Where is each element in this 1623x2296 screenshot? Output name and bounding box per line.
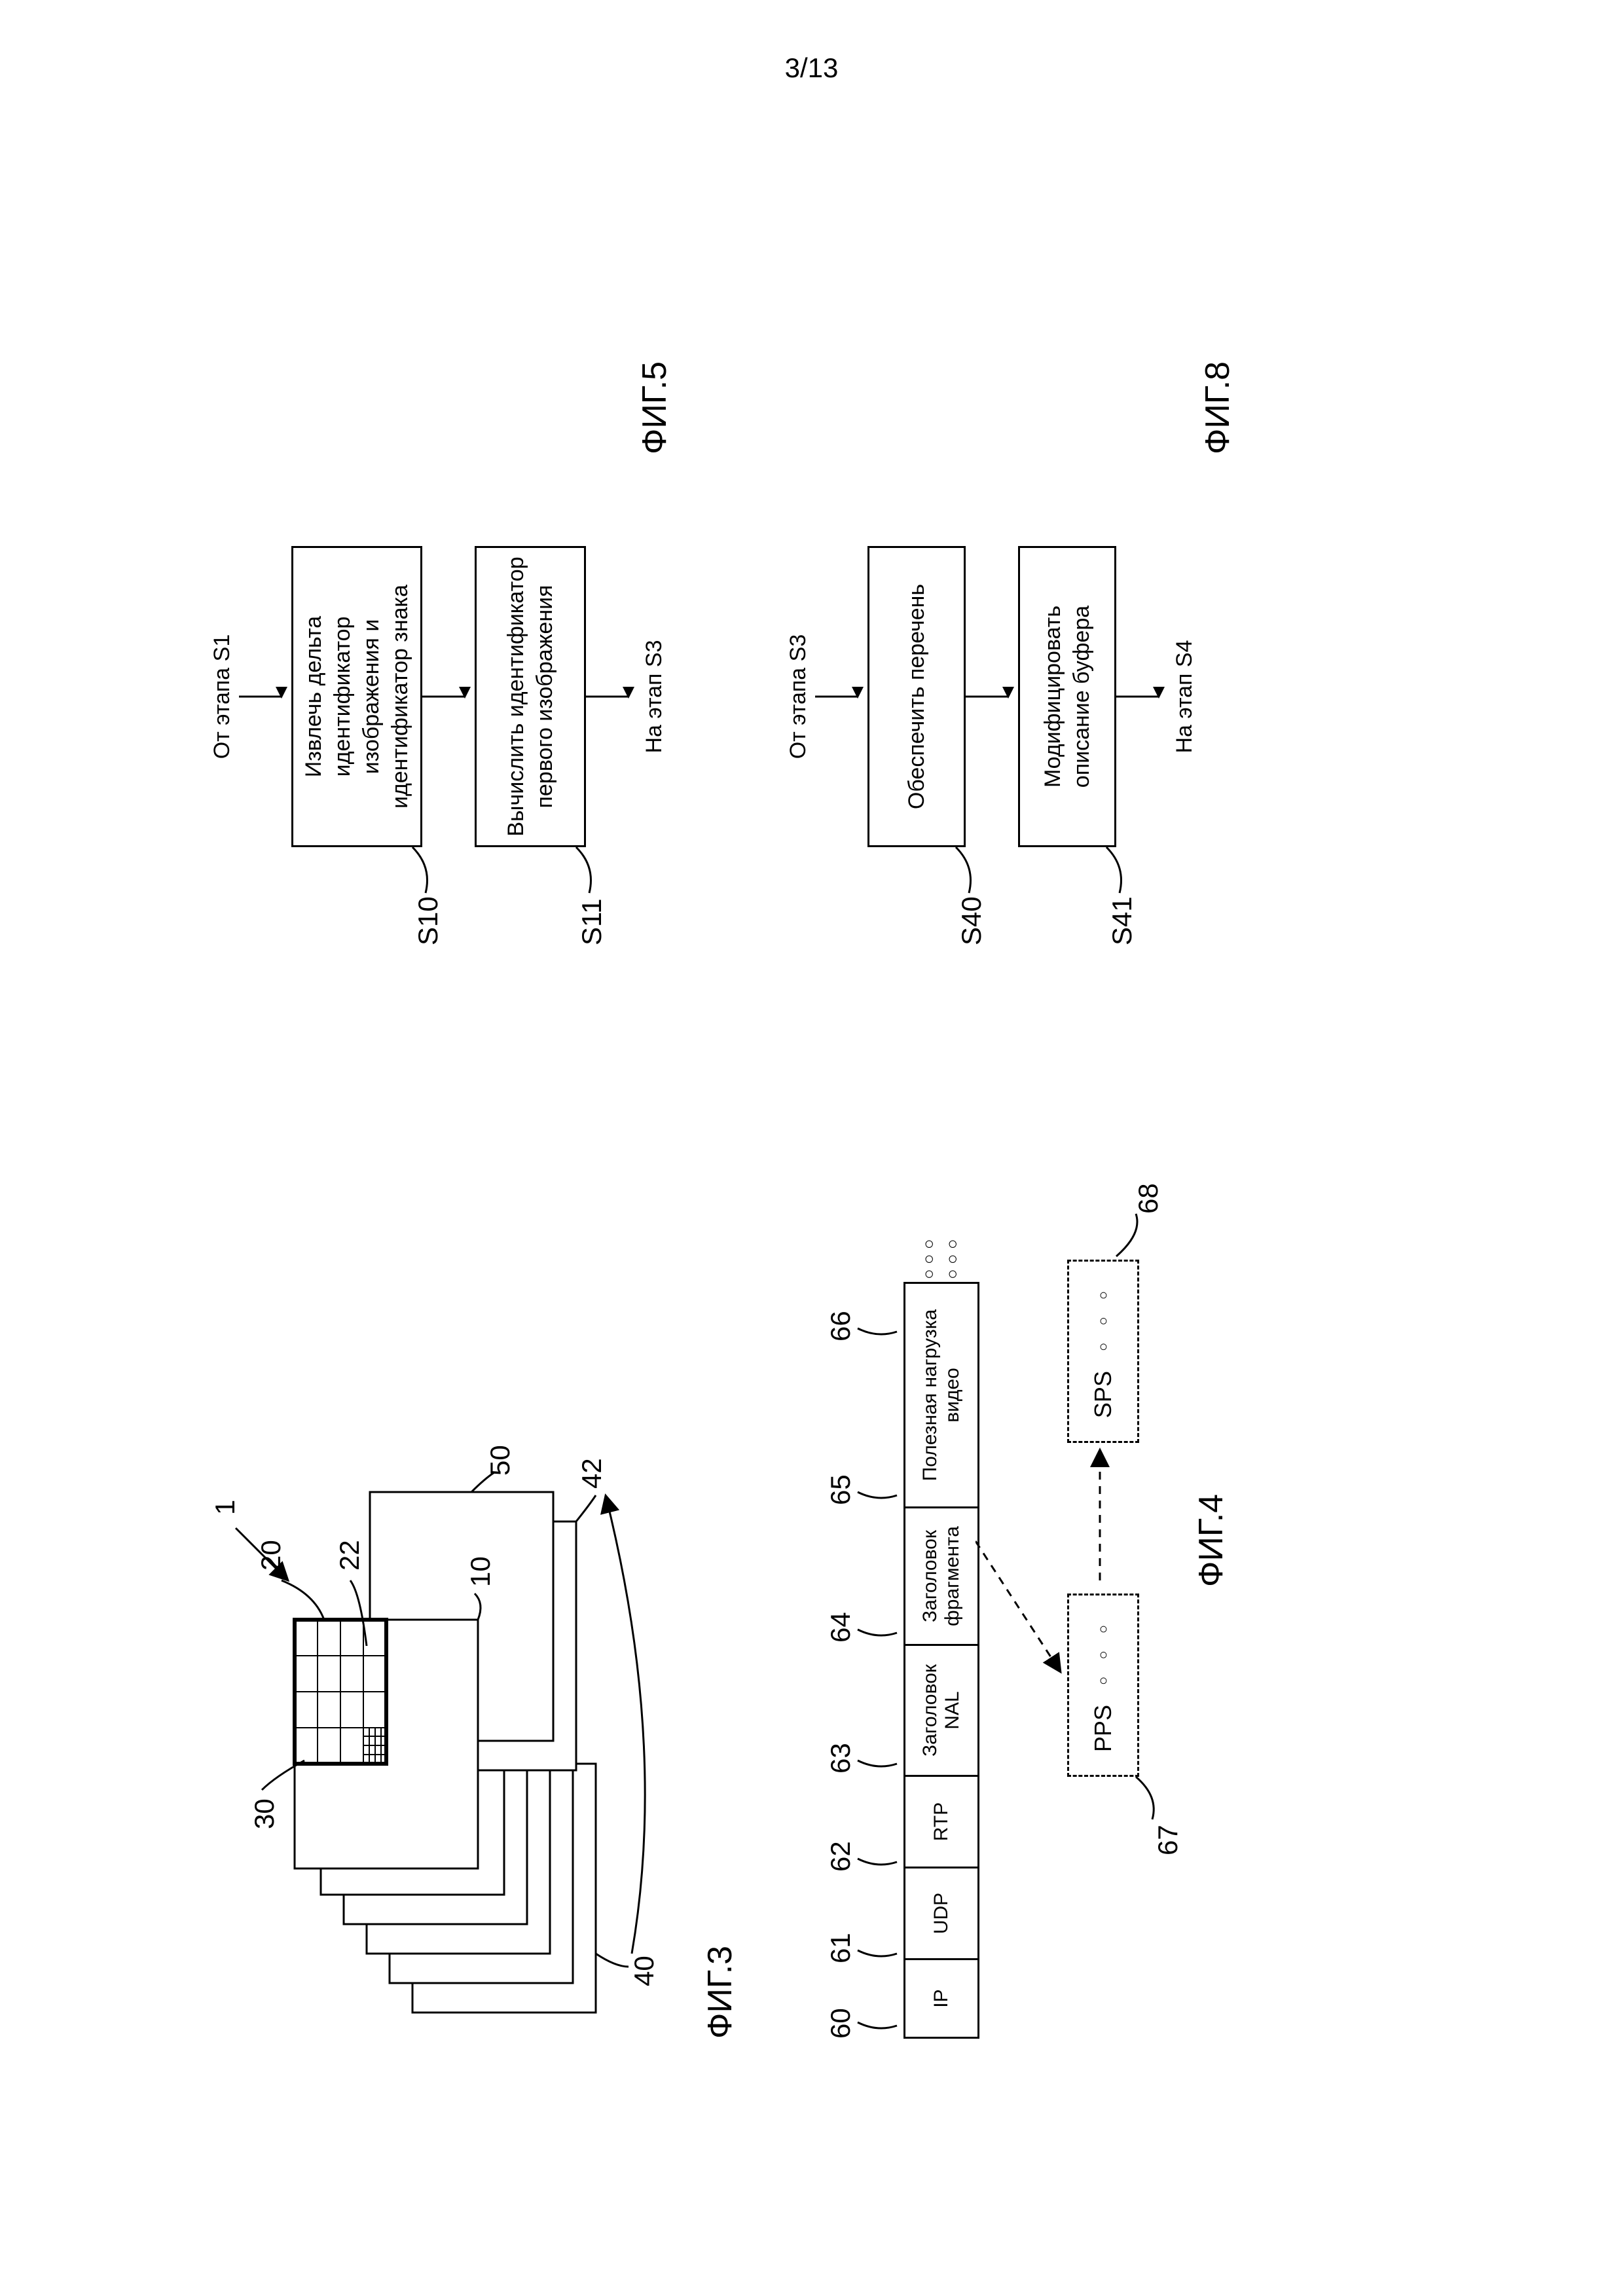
page-number: 3/13 — [785, 52, 839, 84]
fig4-packet-table: IP UDP RTP Заголовок NAL Заголовок фрагм… — [903, 1282, 979, 2039]
fig3-label: ФИГ.3 — [701, 1945, 740, 2038]
fig5-s10-box: Извлечь дельта идентификатор изображения… — [291, 546, 422, 847]
fig8-s41-label: S41 — [1106, 896, 1138, 945]
fig4-cell-udp: UDP — [905, 1867, 977, 1958]
fig8-arrow2 — [966, 687, 1018, 706]
fig8-label: ФИГ.8 — [1198, 361, 1237, 454]
fig5-s10-label: S10 — [412, 896, 444, 945]
fig5-lead-s11 — [573, 841, 599, 900]
fig4-ref-64: 64 — [825, 1612, 856, 1643]
fig8-s40-label: S40 — [956, 896, 987, 945]
fig4-cell-payload: Полезная нагрузка видео — [905, 1284, 977, 1506]
fig8-lead-s41 — [1103, 841, 1129, 900]
fig4-cell-slice: Заголовок фрагмента — [905, 1506, 977, 1644]
fig4-ref-68: 68 — [1133, 1183, 1164, 1214]
fig4-ref-60: 60 — [825, 2008, 856, 2039]
fig5-arrow3 — [586, 687, 638, 706]
fig3-ref-10: 10 — [465, 1556, 496, 1587]
fig8-to: На этап S4 — [1172, 598, 1197, 795]
fig5-from: От этапа S1 — [210, 598, 235, 795]
fig5-to: На этап S3 — [642, 598, 667, 795]
fig4-ref-67: 67 — [1152, 1825, 1184, 1855]
fig8-from: От этапа S3 — [786, 598, 811, 795]
fig4-sps-text: SPS — [1089, 1371, 1117, 1418]
fig8-lead-s40 — [953, 841, 979, 900]
fig5-arrow1 — [239, 687, 291, 706]
fig5-arrow2 — [422, 687, 475, 706]
fig4-refs-svg — [851, 1253, 903, 2039]
fig4-sps-box: SPS ○ ○ ○ — [1067, 1260, 1139, 1443]
fig4-ref-65: 65 — [825, 1474, 856, 1505]
fig4-pps-box: PPS ○ ○ ○ — [1067, 1594, 1139, 1777]
fig4-cell-ip: IP — [905, 1958, 977, 2037]
fig5-s11-box: Вычислить идентификатор первого изображе… — [475, 546, 586, 847]
fig4-cell-rtp: RTP — [905, 1775, 977, 1867]
fig3-ref-40: 40 — [629, 1956, 660, 1986]
fig3-ref-42: 42 — [576, 1458, 608, 1489]
fig3-ref-30: 30 — [249, 1798, 280, 1829]
fig5-label: ФИГ.5 — [635, 361, 674, 454]
fig4-ref68-lead — [1113, 1207, 1152, 1260]
fig4-ref-63: 63 — [825, 1743, 856, 1774]
fig3-ref-22: 22 — [334, 1540, 365, 1571]
fig4-pps-dots: ○ ○ ○ — [1095, 1618, 1112, 1685]
fig5-lead-s10 — [409, 841, 435, 900]
fig4-pps-text: PPS — [1089, 1705, 1117, 1752]
fig4-ref67-lead — [1133, 1770, 1165, 1823]
fig8-s40-box: Обеспечить перечень — [867, 546, 966, 847]
fig4-trailing-dots: ○ ○ ○○ ○ ○ — [917, 1239, 964, 1279]
page-rotated-wrapper: 1 30 20 22 10 50 42 40 ФИГ.3 От этапа S1… — [157, 166, 1467, 2130]
fig4-cell-nal: Заголовок NAL — [905, 1644, 977, 1775]
fig3-ref-50: 50 — [484, 1445, 516, 1476]
fig8-s41-box: Модифицировать описание буфера — [1018, 546, 1116, 847]
fig4-ref-66: 66 — [825, 1311, 856, 1341]
fig4-sps-dots: ○ ○ ○ — [1095, 1284, 1112, 1351]
fig3-ref-1: 1 — [210, 1499, 241, 1514]
fig5-s11-label: S11 — [576, 898, 608, 945]
fig4-ref-62: 62 — [825, 1841, 856, 1872]
fig8-arrow1 — [815, 687, 867, 706]
fig4-ref-61: 61 — [825, 1933, 856, 1963]
fig3-ref-20: 20 — [255, 1540, 287, 1571]
fig8-arrow3 — [1116, 687, 1169, 706]
fig4-label: ФИГ.4 — [1192, 1493, 1231, 1586]
